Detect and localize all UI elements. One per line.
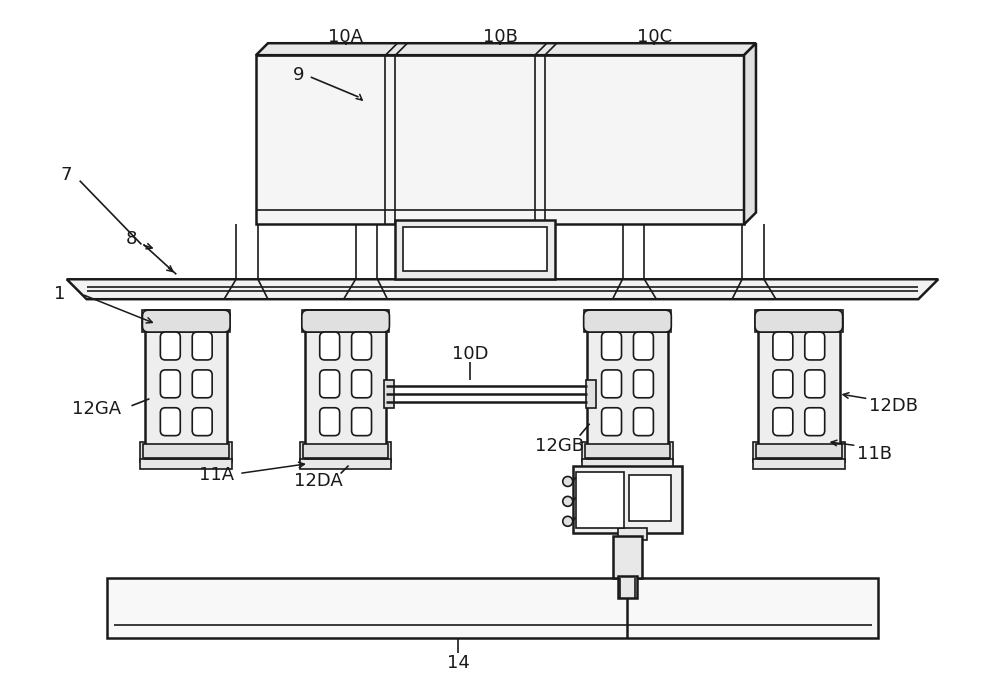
Bar — [300, 441, 391, 462]
Text: 10A: 10A — [328, 28, 363, 46]
Bar — [584, 310, 671, 332]
Bar — [756, 443, 842, 457]
FancyBboxPatch shape — [602, 332, 622, 360]
Text: 11A: 11A — [199, 466, 234, 484]
Polygon shape — [744, 43, 756, 224]
FancyBboxPatch shape — [773, 408, 793, 436]
Bar — [618, 528, 647, 540]
Text: 10B: 10B — [483, 28, 517, 46]
Bar — [395, 219, 555, 279]
Text: 8: 8 — [126, 230, 137, 248]
Bar — [582, 441, 673, 462]
Bar — [300, 459, 391, 468]
FancyBboxPatch shape — [602, 408, 622, 436]
Text: 12GB: 12GB — [535, 437, 584, 455]
FancyBboxPatch shape — [602, 370, 622, 398]
Bar — [142, 310, 230, 332]
Text: 12DA: 12DA — [294, 473, 343, 491]
Bar — [576, 473, 624, 528]
Bar — [573, 466, 682, 533]
Bar — [256, 55, 744, 224]
Bar — [753, 441, 845, 462]
Bar — [140, 459, 232, 468]
FancyBboxPatch shape — [192, 408, 212, 436]
Circle shape — [563, 516, 573, 526]
FancyBboxPatch shape — [160, 332, 180, 360]
Text: 11B: 11B — [857, 445, 892, 463]
Bar — [753, 459, 845, 468]
Bar — [755, 310, 843, 332]
Bar — [613, 536, 642, 578]
Bar — [305, 310, 386, 457]
FancyBboxPatch shape — [584, 310, 671, 332]
FancyBboxPatch shape — [633, 408, 653, 436]
Text: 10D: 10D — [452, 345, 488, 363]
Bar — [403, 228, 547, 271]
Bar — [618, 576, 637, 598]
FancyBboxPatch shape — [633, 370, 653, 398]
Polygon shape — [256, 43, 756, 55]
FancyBboxPatch shape — [352, 332, 372, 360]
FancyBboxPatch shape — [805, 332, 825, 360]
Polygon shape — [67, 279, 938, 299]
FancyBboxPatch shape — [805, 408, 825, 436]
FancyBboxPatch shape — [142, 310, 230, 332]
FancyBboxPatch shape — [755, 310, 843, 332]
Bar — [303, 443, 388, 457]
Bar — [140, 441, 232, 462]
FancyBboxPatch shape — [302, 310, 389, 332]
Text: 10C: 10C — [637, 28, 672, 46]
Bar — [107, 578, 878, 638]
FancyBboxPatch shape — [773, 370, 793, 398]
Circle shape — [563, 496, 573, 507]
FancyBboxPatch shape — [773, 332, 793, 360]
FancyBboxPatch shape — [320, 332, 340, 360]
Bar — [143, 443, 229, 457]
Bar — [384, 380, 394, 408]
Bar — [586, 380, 596, 408]
Text: 1: 1 — [54, 285, 65, 303]
Text: 12DB: 12DB — [869, 397, 918, 415]
Text: 7: 7 — [61, 166, 72, 184]
Bar — [629, 475, 671, 521]
FancyBboxPatch shape — [320, 408, 340, 436]
FancyBboxPatch shape — [192, 370, 212, 398]
Bar — [758, 310, 840, 457]
FancyBboxPatch shape — [192, 332, 212, 360]
Bar — [145, 310, 227, 457]
FancyBboxPatch shape — [160, 408, 180, 436]
Bar — [587, 310, 668, 457]
FancyBboxPatch shape — [160, 370, 180, 398]
Bar — [585, 443, 670, 457]
FancyBboxPatch shape — [352, 408, 372, 436]
Text: 12GA: 12GA — [72, 400, 121, 418]
Bar — [582, 459, 673, 468]
Bar — [302, 310, 389, 332]
FancyBboxPatch shape — [805, 370, 825, 398]
Text: 9: 9 — [293, 66, 305, 84]
Text: 14: 14 — [447, 654, 470, 672]
Circle shape — [563, 477, 573, 486]
FancyBboxPatch shape — [320, 370, 340, 398]
FancyBboxPatch shape — [633, 332, 653, 360]
FancyBboxPatch shape — [352, 370, 372, 398]
